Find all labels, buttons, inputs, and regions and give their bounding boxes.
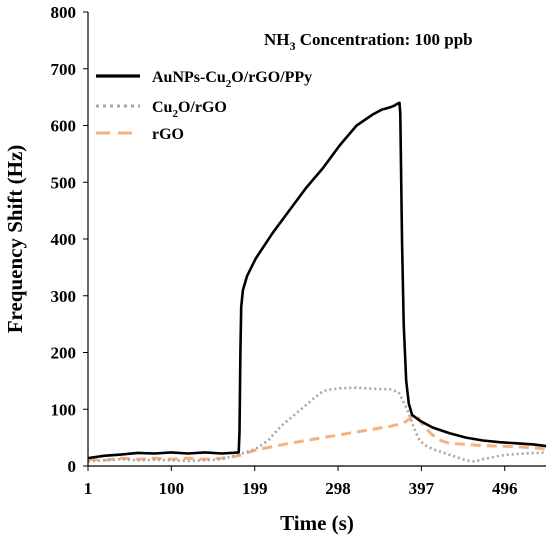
y-tick-label: 800 — [51, 3, 77, 22]
x-tick-label: 1 — [84, 479, 93, 498]
y-tick-label: 0 — [68, 457, 77, 476]
x-tick-label: 397 — [409, 479, 435, 498]
series-line-solid — [87, 101, 547, 460]
ticks: 0 100 200 300 400 500 600 700 800 1 100 199 298 397 49… — [51, 3, 518, 498]
x-tick-label: 100 — [159, 479, 185, 498]
x-axis-title: Time (s) — [280, 511, 354, 535]
y-tick-label: 700 — [51, 60, 77, 79]
y-axis-title: Frequency Shift (Hz) — [3, 145, 27, 334]
y-tick-label: 100 — [51, 400, 77, 419]
legend: AuNPs-Cu2O/rGO/PPy Cu2O/rGO rGO — [96, 69, 312, 143]
x-tick-label: 298 — [325, 479, 351, 498]
chart-annotation: NH3 Concentration: 100 ppb — [264, 30, 473, 53]
series-line-dotted — [87, 386, 547, 463]
x-tick-label: 199 — [242, 479, 268, 498]
legend-label-rgo: rGO — [152, 126, 184, 143]
legend-label-auNPs: AuNPs-Cu2O/rGO/PPy — [152, 69, 312, 90]
y-tick-label: 400 — [51, 230, 77, 249]
y-tick-label: 600 — [51, 117, 77, 136]
plot-lines — [87, 101, 547, 463]
y-tick-label: 200 — [51, 344, 77, 363]
y-tick-label: 500 — [51, 173, 77, 192]
series-line-dashed — [87, 414, 547, 462]
x-tick-label: 496 — [492, 479, 518, 498]
y-tick-label: 300 — [51, 287, 77, 306]
legend-label-cu2o: Cu2O/rGO — [152, 99, 227, 120]
